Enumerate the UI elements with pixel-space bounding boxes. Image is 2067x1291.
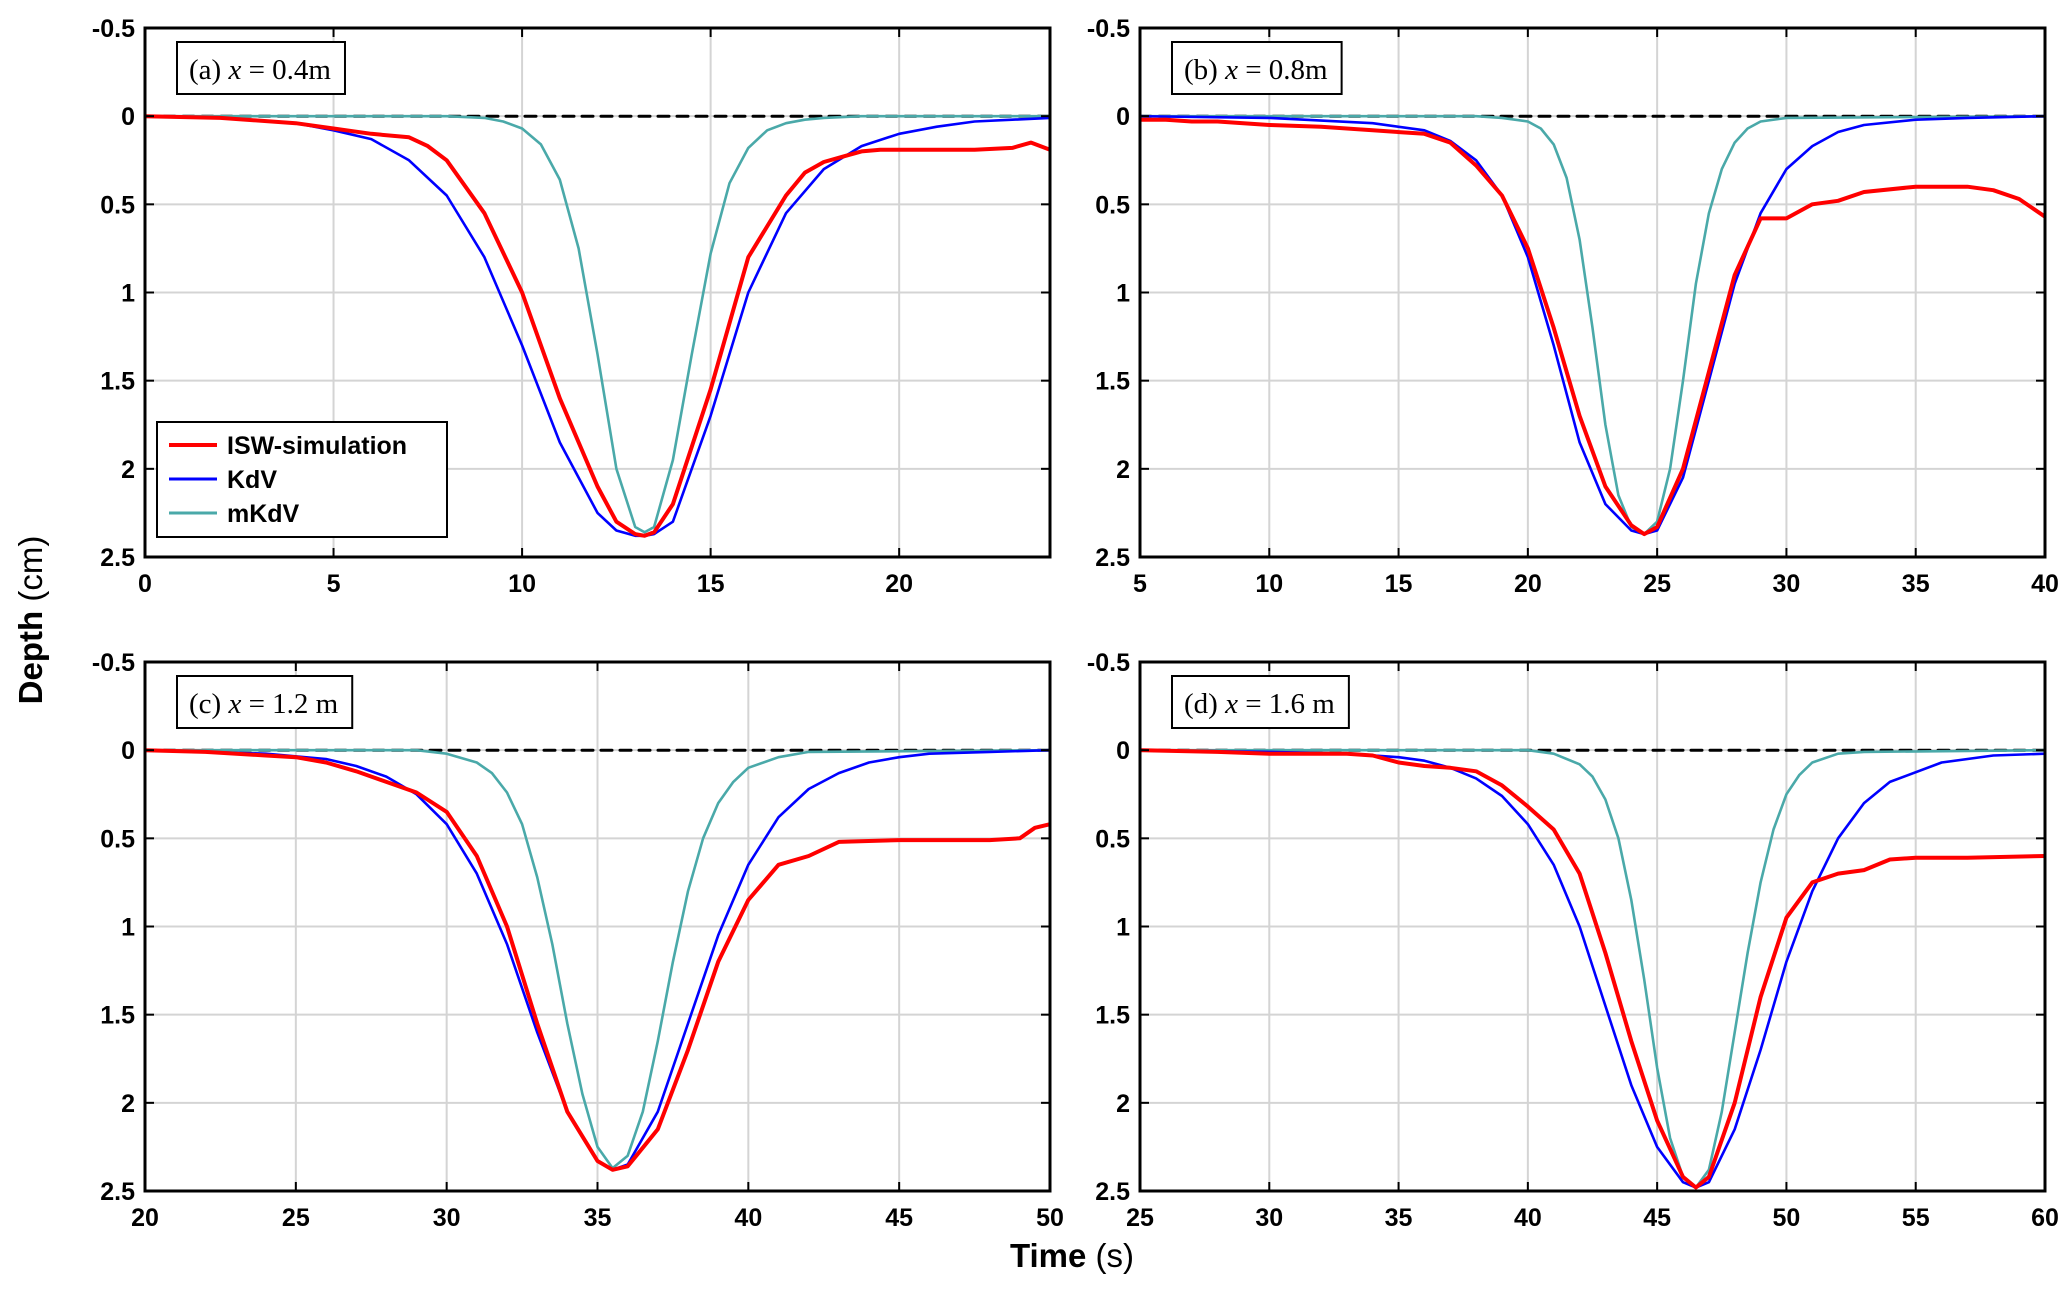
y-tick-label: -0.5 xyxy=(92,15,135,43)
panel-variable: x xyxy=(1224,54,1238,86)
x-tick-label: 30 xyxy=(1773,570,1801,598)
x-tick-label: 25 xyxy=(1126,1204,1154,1232)
y-tick-label: 1 xyxy=(1116,914,1130,942)
panel-variable: x xyxy=(1224,688,1238,720)
x-tick-label: 35 xyxy=(584,1204,612,1232)
panel-position: = 0.4m xyxy=(241,54,331,86)
x-tick-label: 45 xyxy=(885,1204,913,1232)
y-tick-label: 1 xyxy=(121,280,135,308)
y-tick-label: 1.5 xyxy=(1095,1002,1130,1030)
panel-label-text: (b) x = 0.8m xyxy=(1184,54,1328,86)
y-tick-label: 2 xyxy=(121,1090,135,1118)
y-tick-label: 0.5 xyxy=(100,191,135,219)
x-tick-label: 40 xyxy=(734,1204,762,1232)
x-tick-label: 15 xyxy=(697,570,725,598)
x-tick-label: 0 xyxy=(138,570,152,598)
panel-a: 0 5 10 15 20 -0.5 0 0.5 1 1.5 2 2.5 (a) x = 0.4m ISW-… xyxy=(92,15,1052,598)
y-tick-label: 0 xyxy=(1116,737,1130,765)
x-tick-label: 5 xyxy=(1133,570,1147,598)
x-tick-label: 15 xyxy=(1385,570,1413,598)
x-tick-label: 25 xyxy=(282,1204,310,1232)
panel-variable: x xyxy=(227,54,241,86)
panel-label-box xyxy=(176,675,354,729)
y-tick-label: 0 xyxy=(121,737,135,765)
panel-letter: (a) xyxy=(189,54,228,86)
panel-letter: (d) xyxy=(1184,688,1225,720)
y-tick-label: -0.5 xyxy=(92,649,135,677)
y-tick-label: 2 xyxy=(1116,1090,1130,1118)
x-tick-label: 30 xyxy=(1255,1204,1283,1232)
x-tick-label: 10 xyxy=(1255,570,1283,598)
series-line-isw-simulation xyxy=(145,748,1050,1172)
y-tick-label: 1.5 xyxy=(100,368,135,396)
y-tick-label: 2.5 xyxy=(1095,544,1130,572)
panel-d: 25 30 35 40 45 50 55 60 -0.5 0 0.5 1 1.5 2 2.5 (d) x = … xyxy=(1087,649,2059,1232)
x-axis-label: Time (s) xyxy=(1010,1237,1134,1274)
panel-label-text: (a) x = 0.4m xyxy=(189,54,331,86)
x-tick-label: 30 xyxy=(433,1204,461,1232)
panel-label-box xyxy=(1171,41,1343,95)
panel-variable: x xyxy=(227,688,241,720)
series-line-kdv xyxy=(1140,748,2045,1189)
panel-letter: (c) xyxy=(189,688,228,720)
panel-label-b: (b) x = 0.8m xyxy=(1171,41,1343,95)
y-tick-label: 0.5 xyxy=(1095,825,1130,853)
x-tick-label: 40 xyxy=(1514,1204,1542,1232)
x-tick-label: 20 xyxy=(131,1204,159,1232)
x-tick-label: 20 xyxy=(1514,570,1542,598)
y-tick-label: 1 xyxy=(121,914,135,942)
y-tick-label: 0.5 xyxy=(1095,191,1130,219)
y-tick-label: 2.5 xyxy=(1095,1178,1130,1206)
y-tick-label: 1.5 xyxy=(1095,368,1130,396)
x-tick-label: 60 xyxy=(2031,1204,2059,1232)
legend-label-isw-simulation: ISW-simulation xyxy=(227,432,407,460)
panel-c: 20 25 30 35 40 45 50 -0.5 0 0.5 1 1.5 2 2.5 (c) x = 1.… xyxy=(92,649,1064,1232)
x-tick-label: 35 xyxy=(1385,1204,1413,1232)
legend-label-mkdv: mKdV xyxy=(227,500,300,528)
x-tick-label: 40 xyxy=(2031,570,2059,598)
x-tick-label: 35 xyxy=(1902,570,1930,598)
panel-position: = 0.8m xyxy=(1238,54,1328,86)
y-tick-label: -0.5 xyxy=(1087,15,1130,43)
y-axis-label: Depth (cm) xyxy=(12,536,49,705)
x-tick-label: 20 xyxy=(885,570,913,598)
panel-label-text: (d) x = 1.6 m xyxy=(1184,688,1335,720)
y-tick-label: -0.5 xyxy=(1087,649,1130,677)
panel-label-c: (c) x = 1.2 m xyxy=(176,675,354,729)
series-line-isw-simulation xyxy=(1140,117,2045,537)
y-tick-label: 2.5 xyxy=(100,1178,135,1206)
x-tick-label: 25 xyxy=(1643,570,1671,598)
panel-position: = 1.6 m xyxy=(1238,688,1335,720)
x-tick-label: 45 xyxy=(1643,1204,1671,1232)
x-tick-label: 50 xyxy=(1036,1204,1064,1232)
y-tick-label: 2 xyxy=(1116,456,1130,484)
x-tick-label: 10 xyxy=(508,570,536,598)
panel-letter: (b) xyxy=(1184,54,1225,86)
series-line-isw-simulation xyxy=(145,114,1050,538)
legend: ISW-simulation KdV mKdV xyxy=(156,421,448,538)
panel-label-a: (a) x = 0.4m xyxy=(176,41,346,95)
panel-label-d: (d) x = 1.6 m xyxy=(1171,675,1350,729)
y-tick-label: 0 xyxy=(121,103,135,131)
panel-label-box xyxy=(1171,675,1350,729)
x-tick-label: 55 xyxy=(1902,1204,1930,1232)
y-tick-label: 1.5 xyxy=(100,1002,135,1030)
y-tick-label: 2.5 xyxy=(100,544,135,572)
y-tick-label: 1 xyxy=(1116,280,1130,308)
series-line-isw-simulation xyxy=(1140,748,2045,1190)
x-tick-label: 5 xyxy=(327,570,341,598)
y-tick-label: 0.5 xyxy=(100,825,135,853)
panel-position: = 1.2 m xyxy=(241,688,338,720)
series-line-mkdv xyxy=(145,114,1050,534)
panel-b: 5 10 15 20 25 30 35 40 -0.5 0 0.5 1 1.5 2 2.5 (b) x = 0… xyxy=(1087,15,2059,598)
x-tick-label: 50 xyxy=(1773,1204,1801,1232)
y-tick-label: 2 xyxy=(121,456,135,484)
panel-label-text: (c) x = 1.2 m xyxy=(189,688,339,720)
panel-label-box xyxy=(176,41,346,95)
y-tick-label: 0 xyxy=(1116,103,1130,131)
legend-label-kdv: KdV xyxy=(227,466,277,494)
